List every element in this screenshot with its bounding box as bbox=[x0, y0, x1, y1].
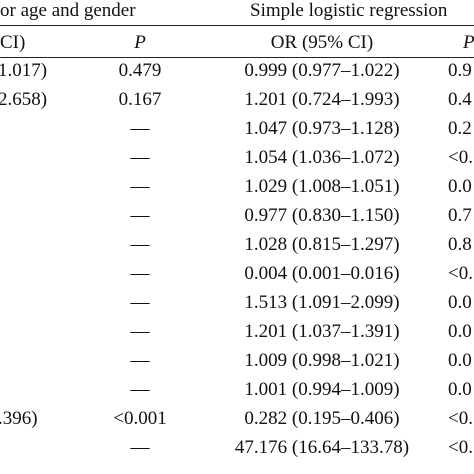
group-header-simple-logistic: Simple logistic regression bbox=[250, 0, 448, 21]
cell-or-ci: 47.176 (16.64–133.78) bbox=[234, 437, 410, 458]
cell-simple-p: 0.0 bbox=[448, 350, 472, 371]
cell-or-ci: 1.513 (1.091–2.099) bbox=[244, 292, 400, 313]
header-group-rule bbox=[0, 25, 474, 26]
cell-simple-p: 0.7 bbox=[448, 205, 472, 226]
col-header-ci: CI) bbox=[0, 32, 26, 53]
cell-adjusted-p: 0.167 bbox=[118, 89, 162, 110]
cell-adjusted-p: — bbox=[130, 350, 150, 371]
cell-or-ci: 0.977 (0.830–1.150) bbox=[244, 205, 400, 226]
cell-adjusted-p: — bbox=[130, 379, 150, 400]
cell-simple-p: <0. bbox=[448, 263, 473, 284]
cell-simple-p: 0.0 bbox=[448, 176, 472, 197]
cell-adjusted-ci: .396) bbox=[0, 408, 38, 429]
cell-adjusted-p: <0.001 bbox=[113, 408, 167, 429]
cell-adjusted-p: — bbox=[130, 176, 150, 197]
cell-or-ci: 0.999 (0.977–1.022) bbox=[244, 60, 400, 81]
cell-simple-p: 0.0 bbox=[448, 321, 472, 342]
cell-adjusted-p: — bbox=[130, 263, 150, 284]
cell-simple-p: 0.0 bbox=[448, 379, 472, 400]
cell-or-ci: 1.054 (1.036–1.072) bbox=[244, 147, 400, 168]
col-header-p-right: P bbox=[463, 32, 474, 53]
cell-adjusted-ci: 2.658) bbox=[0, 89, 48, 110]
cell-adjusted-p: — bbox=[130, 234, 150, 255]
cell-adjusted-p: — bbox=[130, 205, 150, 226]
col-header-p-left: P bbox=[134, 32, 146, 53]
cell-or-ci: 0.004 (0.001–0.016) bbox=[244, 263, 400, 284]
cell-adjusted-p: — bbox=[130, 147, 150, 168]
cell-or-ci: 1.029 (1.008–1.051) bbox=[244, 176, 400, 197]
cell-adjusted-p: 0.479 bbox=[118, 60, 162, 81]
group-header-adjusted: or age and gender bbox=[0, 0, 136, 21]
cell-or-ci: 1.201 (1.037–1.391) bbox=[244, 321, 400, 342]
cell-adjusted-p: — bbox=[130, 118, 150, 139]
cell-simple-p: 0.9 bbox=[448, 60, 472, 81]
col-header-or: OR (95% CI) bbox=[270, 32, 374, 53]
cell-or-ci: 1.201 (0.724–1.993) bbox=[244, 89, 400, 110]
cell-simple-p: <0. bbox=[448, 437, 473, 458]
cell-or-ci: 1.028 (0.815–1.297) bbox=[244, 234, 400, 255]
cell-adjusted-p: — bbox=[130, 321, 150, 342]
cell-simple-p: 0.2 bbox=[448, 118, 472, 139]
cell-or-ci: 1.001 (0.994–1.009) bbox=[244, 379, 400, 400]
cell-simple-p: 0.8 bbox=[448, 234, 472, 255]
cell-simple-p: <0. bbox=[448, 408, 473, 429]
header-rule bbox=[0, 57, 474, 58]
cell-adjusted-p: — bbox=[130, 437, 150, 458]
cell-simple-p: <0. bbox=[448, 147, 473, 168]
cell-adjusted-p: — bbox=[130, 292, 150, 313]
cell-or-ci: 1.009 (0.998–1.021) bbox=[244, 350, 400, 371]
cell-or-ci: 1.047 (0.973–1.128) bbox=[244, 118, 400, 139]
cell-simple-p: 0.0 bbox=[448, 292, 472, 313]
cell-or-ci: 0.282 (0.195–0.406) bbox=[244, 408, 400, 429]
cell-adjusted-ci: 1.017) bbox=[0, 60, 48, 81]
cell-simple-p: 0.4 bbox=[448, 89, 472, 110]
